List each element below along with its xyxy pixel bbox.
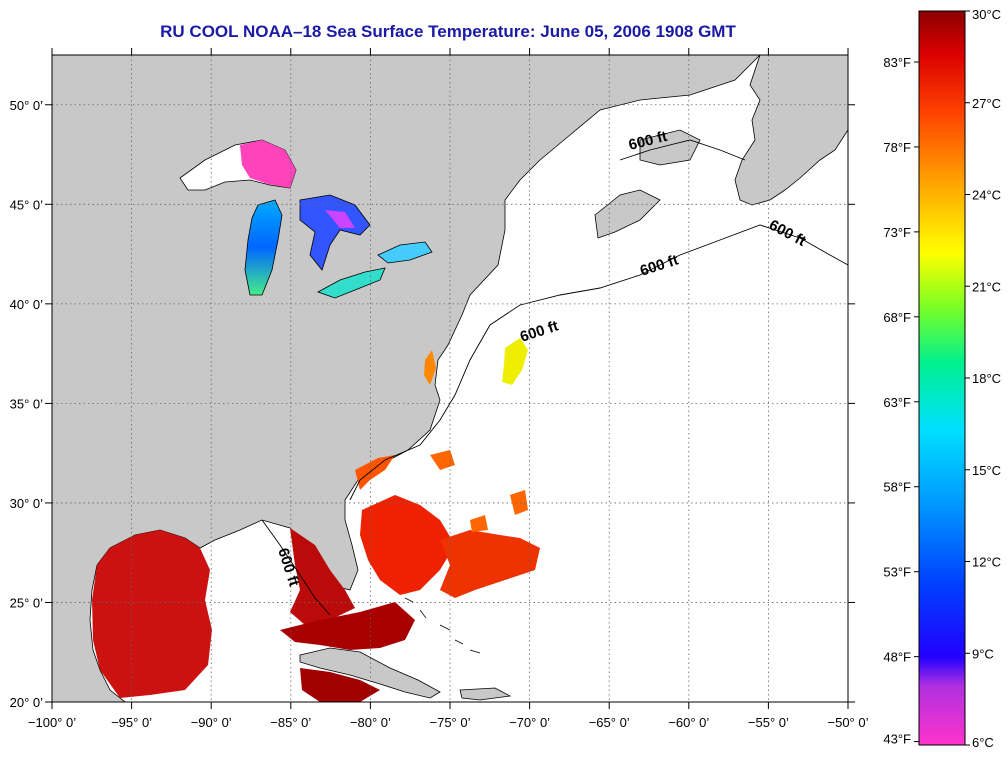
gulf-st-lawrence-land	[639, 129, 701, 166]
x-tick-label: −75° 0’	[430, 715, 471, 730]
lake-huron-cold-core	[325, 210, 355, 228]
colorbar-celsius-label: 30°C	[972, 7, 1001, 22]
colorbar-fahrenheit-label: 53°F	[883, 565, 911, 580]
y-axis: 20° 0’ 25° 0’ 30° 0’ 35° 0’ 40° 0’ 45° 0’ 50° …	[10, 98, 855, 710]
colorbar-fahrenheit-labels: 83°F 78°F 73°F 68°F 63°F 58°F 53°F 48°F 43°F	[883, 55, 919, 747]
north-america-land	[52, 55, 761, 702]
x-tick-label: −85° 0’	[270, 715, 311, 730]
colorbar-celsius-label: 15°C	[972, 463, 1001, 478]
lake-erie	[317, 267, 386, 299]
y-tick-label: 35° 0’	[10, 396, 44, 411]
isobath-600ft-line	[349, 224, 848, 501]
colorbar-celsius-label: 6°C	[972, 735, 994, 750]
x-tick-label: −100° 0’	[28, 715, 76, 730]
x-tick-label: −60° 0’	[668, 715, 709, 730]
colorbar-fahrenheit-label: 48°F	[883, 650, 911, 665]
y-tick-label: 45° 0’	[10, 197, 44, 212]
y-tick-label: 40° 0’	[10, 297, 44, 312]
colorbar-fahrenheit-label: 63°F	[883, 395, 911, 410]
lake-michigan	[244, 199, 283, 296]
x-tick-label: −65° 0’	[589, 715, 630, 730]
isobath-600ft-gulf	[261, 519, 331, 616]
sst-florida-straits	[280, 602, 415, 650]
colorbar-celsius-label: 9°C	[972, 646, 994, 661]
sst-caribbean	[300, 668, 380, 702]
x-tick-label: −80° 0’	[350, 715, 391, 730]
cuba-land	[299, 647, 441, 699]
colorbar-celsius-label: 12°C	[972, 555, 1001, 570]
lake-ontario	[377, 241, 433, 264]
x-tick-label: −55° 0’	[748, 715, 789, 730]
colorbar-fahrenheit-label: 68°F	[883, 310, 911, 325]
colorbar-celsius-labels: 30°C 27°C 24°C 21°C 18°C 15°C 12°C 9°C 6°C	[965, 7, 1001, 750]
x-tick-label: −50° 0’	[828, 715, 869, 730]
colorbar-fahrenheit-label: 83°F	[883, 55, 911, 70]
colorbar-celsius-label: 27°C	[972, 96, 1001, 111]
sst-scattered-orange	[430, 450, 528, 532]
colorbar-gradient	[918, 10, 966, 746]
colorbar-fahrenheit-label: 58°F	[883, 480, 911, 495]
sst-carolina-shelf	[355, 455, 395, 490]
sst-yellow-patch	[502, 338, 528, 385]
sst-warm-patches	[92, 338, 540, 702]
sst-eastern-gulf	[290, 528, 355, 625]
colorbar-celsius-label: 18°C	[972, 371, 1001, 386]
x-tick-label: −95° 0’	[111, 715, 152, 730]
colorbar-celsius-label: 24°C	[972, 188, 1001, 203]
map-title: RU COOL NOAA–18 Sea Surface Temperature:…	[160, 22, 736, 41]
lake-superior-east-warm	[240, 140, 296, 188]
nova-scotia-land	[594, 189, 661, 239]
sst-gulf-stream-patch	[440, 530, 540, 598]
y-tick-label: 30° 0’	[10, 496, 44, 511]
x-tick-label: −70° 0’	[509, 715, 550, 730]
colorbar: 30°C 27°C 24°C 21°C 18°C 15°C 12°C 9°C 6°C 83°F 7…	[883, 7, 1001, 750]
hispaniola-land	[459, 687, 512, 701]
x-axis: −100° 0’ −95° 0’ −90° 0’ −85° 0’ −80° 0’ −75°…	[28, 48, 869, 730]
y-tick-label: 25° 0’	[10, 595, 44, 610]
y-tick-label: 50° 0’	[10, 98, 44, 113]
x-tick-label: −90° 0’	[191, 715, 232, 730]
lake-huron	[299, 194, 371, 271]
y-tick-label: 20° 0’	[10, 695, 44, 710]
isobath-600ft-north	[619, 139, 746, 161]
sst-chesapeake	[424, 350, 436, 385]
map-panel: 600 ft 600 ft 600 ft 600 ft 600 ft	[52, 55, 848, 702]
colorbar-fahrenheit-label: 73°F	[883, 225, 911, 240]
colorbar-celsius-label: 21°C	[972, 279, 1001, 294]
colorbar-fahrenheit-label: 78°F	[883, 140, 911, 155]
sst-western-gulf	[92, 530, 212, 698]
sst-atlantic-florida	[360, 495, 455, 595]
colorbar-fahrenheit-label: 43°F	[883, 732, 911, 747]
newfoundland-land	[734, 55, 848, 206]
